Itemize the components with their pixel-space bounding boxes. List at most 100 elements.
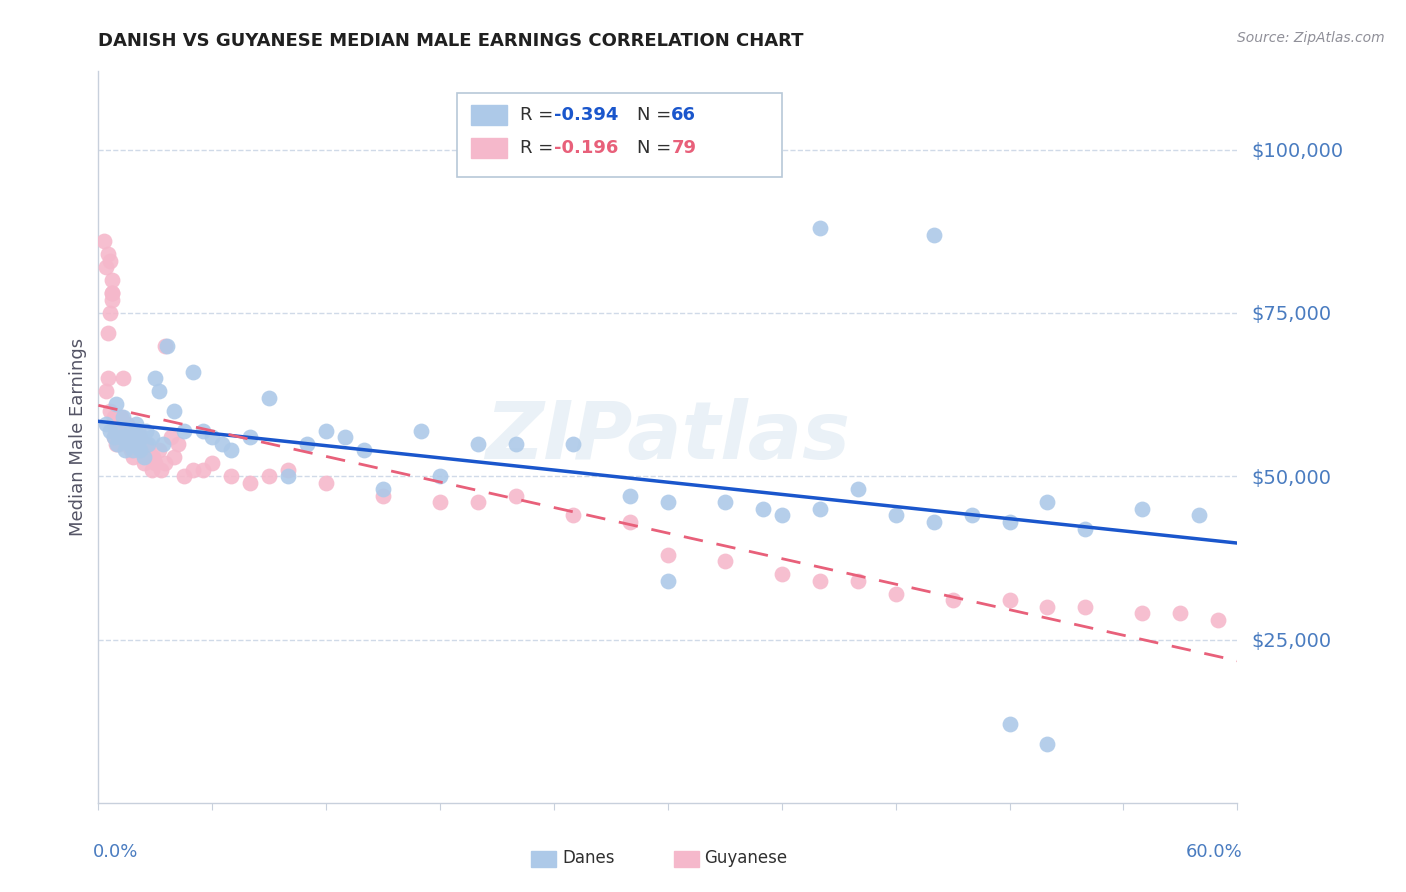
Point <box>884 587 907 601</box>
Text: R =: R = <box>520 106 558 124</box>
Point <box>141 463 163 477</box>
Point <box>110 430 132 444</box>
Point <box>112 410 135 425</box>
Point <box>141 430 163 444</box>
Point <box>121 450 143 464</box>
Point <box>120 424 142 438</box>
Point <box>112 371 135 385</box>
Bar <box>531 851 557 867</box>
Point <box>922 227 945 242</box>
Point <box>98 404 121 418</box>
Text: 0.0%: 0.0% <box>93 843 138 861</box>
Point <box>159 430 181 444</box>
Point <box>562 508 585 523</box>
Point <box>167 436 190 450</box>
Point <box>153 456 176 470</box>
Point <box>114 430 136 444</box>
Point <box>752 502 775 516</box>
Point <box>104 436 127 450</box>
Point <box>94 417 117 431</box>
Point <box>297 436 319 450</box>
Point <box>108 424 131 438</box>
Point <box>808 574 831 588</box>
Point <box>103 417 125 431</box>
Point <box>221 469 243 483</box>
Point <box>98 253 121 268</box>
Point <box>714 495 737 509</box>
Point <box>135 436 157 450</box>
Point <box>183 463 205 477</box>
Point <box>201 456 224 470</box>
Point <box>120 443 142 458</box>
Bar <box>673 851 699 867</box>
Text: 60.0%: 60.0% <box>1187 843 1243 861</box>
Point <box>97 371 120 385</box>
Bar <box>471 138 508 159</box>
Point <box>1074 599 1097 614</box>
Point <box>94 384 117 399</box>
Point <box>657 574 679 588</box>
Point <box>98 306 121 320</box>
FancyBboxPatch shape <box>457 94 782 178</box>
Point <box>100 273 122 287</box>
Point <box>98 424 121 438</box>
Point <box>152 436 174 450</box>
Point <box>104 397 127 411</box>
Point <box>156 338 179 352</box>
Point <box>371 483 394 497</box>
Point <box>97 326 120 340</box>
Point <box>110 410 132 425</box>
Point <box>145 371 167 385</box>
Point <box>115 430 138 444</box>
Point <box>132 456 155 470</box>
Point <box>808 221 831 235</box>
Point <box>619 515 641 529</box>
Point <box>125 436 148 450</box>
Point <box>335 430 357 444</box>
Point <box>467 495 489 509</box>
Point <box>960 508 983 523</box>
Point <box>148 384 170 399</box>
Point <box>121 436 143 450</box>
Point <box>118 436 141 450</box>
Point <box>315 424 337 438</box>
Point <box>136 443 159 458</box>
Point <box>1036 495 1059 509</box>
Text: ZIPatlas: ZIPatlas <box>485 398 851 476</box>
Text: -0.196: -0.196 <box>554 139 619 157</box>
Point <box>371 489 394 503</box>
Point <box>148 443 170 458</box>
Point <box>103 430 125 444</box>
Bar <box>471 105 508 126</box>
Point <box>277 469 299 483</box>
Point <box>277 463 299 477</box>
Point <box>132 450 155 464</box>
Point <box>114 443 136 458</box>
Point <box>191 463 214 477</box>
Point <box>1036 599 1059 614</box>
Point <box>108 436 131 450</box>
Point <box>998 717 1021 731</box>
Point <box>129 443 152 458</box>
Point <box>211 436 233 450</box>
Point <box>118 436 141 450</box>
Point <box>1074 521 1097 535</box>
Point <box>562 436 585 450</box>
Point <box>127 424 149 438</box>
Point <box>138 450 160 464</box>
Point <box>998 593 1021 607</box>
Point <box>315 475 337 490</box>
Point <box>124 430 146 444</box>
Point <box>770 567 793 582</box>
Point <box>142 450 165 464</box>
Point <box>104 424 127 438</box>
Point <box>1132 502 1154 516</box>
Point <box>201 430 224 444</box>
Point <box>145 456 167 470</box>
Point <box>153 338 176 352</box>
Point <box>93 234 115 248</box>
Point <box>259 391 281 405</box>
Point <box>191 424 214 438</box>
Text: Guyanese: Guyanese <box>704 848 787 867</box>
Point <box>104 424 127 438</box>
